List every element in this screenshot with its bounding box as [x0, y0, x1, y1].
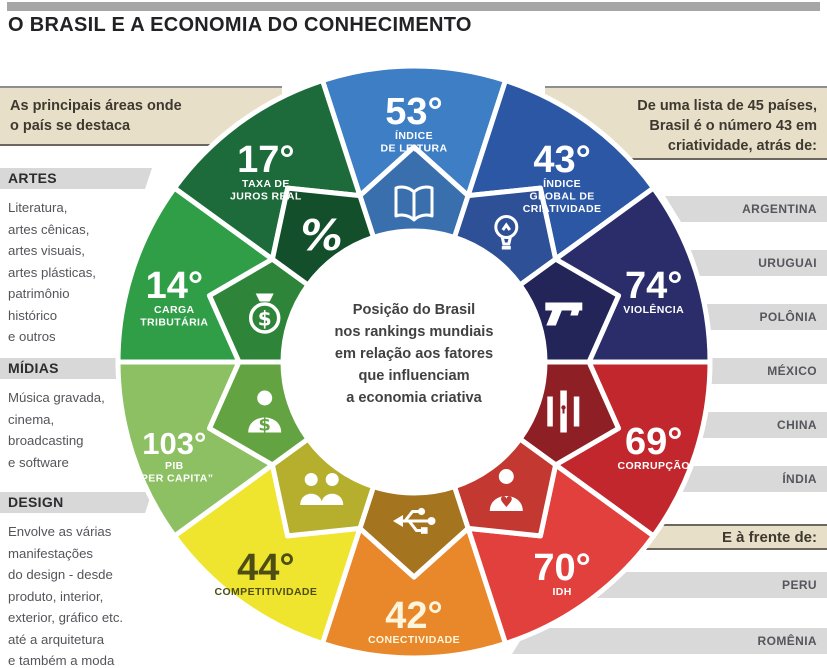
segment-label: “PER CAPITA” — [135, 472, 213, 484]
gun-icon — [545, 302, 583, 326]
segment-label: TRIBUTÁRIA — [140, 316, 208, 329]
left-section: DESIGN Envolve as várias manifestações do… — [0, 492, 160, 668]
segment-rank: 69° — [625, 421, 682, 463]
segment-rank: 53° — [385, 91, 442, 133]
lightbulb-icon — [494, 215, 519, 250]
section-body: Literatura, artes cênicas, artes visuais… — [8, 200, 96, 344]
segment-label: IDH — [552, 586, 571, 598]
prison-bars-icon — [547, 390, 580, 433]
person-heart-icon: ♥ — [489, 469, 523, 511]
segment-rank: 103° — [142, 426, 206, 461]
segment-rank: 74° — [625, 265, 682, 307]
left-intro-text: As principais áreas onde o país se desta… — [10, 98, 182, 134]
left-intro-box: As principais áreas onde o país se desta… — [0, 86, 282, 146]
svg-text:$: $ — [258, 415, 271, 436]
section-body: Música gravada, cinema, broadcasting e s… — [8, 390, 105, 470]
segment-label: ÍNDICE — [395, 129, 433, 142]
usb-icon — [393, 507, 436, 534]
segment-rank: 70° — [533, 547, 590, 589]
segment-label: TAXA DE — [242, 178, 290, 190]
segment-label: DE LEITURA — [381, 143, 448, 155]
svg-text:♥: ♥ — [500, 493, 513, 511]
svg-text:$: $ — [258, 307, 272, 331]
person-dollar-icon: $ — [248, 390, 282, 436]
money-bag-icon: $ — [248, 293, 281, 334]
segment-label: CONECTIVIDADE — [368, 634, 460, 646]
book-icon — [394, 185, 434, 222]
segment-label: CARGA — [154, 304, 195, 316]
segment-label: PIB — [165, 460, 184, 472]
segment-label: ÍNDICE — [543, 177, 581, 190]
people-icon — [300, 473, 344, 505]
segment-inner — [269, 185, 376, 288]
left-section: ARTES Literatura, artes cênicas, artes vi… — [0, 168, 160, 348]
section-heading: ARTES — [0, 168, 152, 189]
segment-rank: 42° — [385, 595, 442, 637]
segment-label: GLOBAL DE — [529, 191, 594, 203]
top-rule — [7, 2, 820, 11]
left-section: MÍDIAS Música gravada, cinema, broadcasti… — [0, 358, 160, 473]
country-list-item: ROMÊNIA — [512, 628, 827, 654]
section-heading: MÍDIAS — [0, 358, 152, 379]
segment-label: CORRUPÇÃO — [617, 459, 689, 472]
segment-rank: 17° — [237, 139, 294, 181]
section-heading: DESIGN — [0, 492, 152, 513]
segment-rank: 44° — [237, 547, 294, 589]
segment-outer — [172, 78, 363, 262]
segment-rank: 14° — [146, 265, 203, 307]
percent-icon: % — [301, 211, 343, 260]
segment-label: CRIATIVIDADE — [523, 203, 602, 215]
page-title: O BRASIL E A ECONOMIA DO CONHECIMENTO — [8, 14, 472, 36]
segment-label: JUROS REAL — [230, 191, 302, 203]
country-list-item: ARGENTINA — [665, 196, 827, 222]
wheel-center-text: Posição do Brasil nos rankings mundiais … — [334, 302, 494, 406]
country-list-item: PERU — [585, 572, 827, 598]
segment-label: COMPETITIVIDADE — [214, 586, 317, 598]
segment-label: VIOLÊNCIA — [623, 303, 684, 316]
right-intro-text: De uma lista de 45 países, Brasil é o nú… — [637, 98, 817, 154]
center-disc — [274, 222, 554, 502]
svg-text:%: % — [301, 211, 343, 260]
segment-rank: 43° — [533, 139, 590, 181]
section-body: Envolve as várias manifestações do desig… — [8, 524, 124, 668]
ahead-label: E à frente de: — [721, 528, 817, 546]
